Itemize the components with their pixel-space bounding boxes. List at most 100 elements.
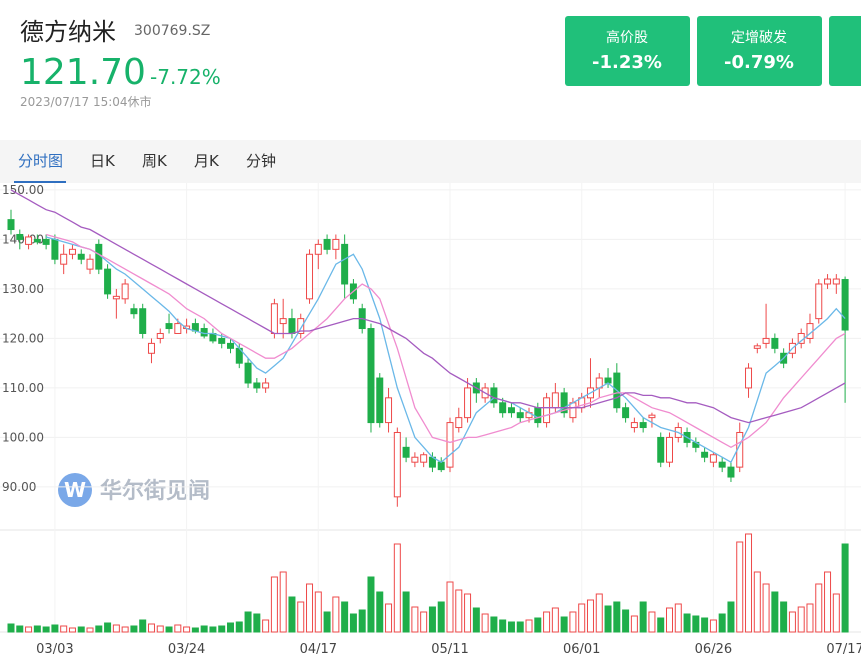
volume-bar bbox=[709, 619, 717, 633]
volume-bar bbox=[507, 621, 515, 633]
volume-bar bbox=[349, 613, 357, 633]
volume-bar bbox=[156, 625, 164, 633]
y-tick-label: 110.00 bbox=[2, 381, 44, 395]
candle-body bbox=[402, 446, 410, 458]
candle-body bbox=[112, 295, 120, 300]
candle-body bbox=[622, 407, 630, 419]
volume-bar bbox=[270, 576, 278, 633]
volume-bar bbox=[341, 601, 349, 633]
volume-bar bbox=[683, 613, 691, 633]
y-tick-label: 120.00 bbox=[2, 331, 44, 345]
candle-body bbox=[147, 342, 155, 354]
tab[interactable]: 周K bbox=[142, 152, 168, 170]
candle-body bbox=[420, 454, 428, 463]
tag-box[interactable] bbox=[697, 16, 822, 86]
volume-bar bbox=[472, 607, 480, 633]
candle-body bbox=[393, 431, 401, 498]
volume-bar bbox=[718, 613, 726, 633]
timestamp: 2023/07/17 15:04休市 bbox=[20, 94, 152, 109]
volume-bar bbox=[288, 596, 296, 633]
candle-body bbox=[139, 308, 147, 334]
volume-bar bbox=[7, 623, 15, 633]
volume-bar bbox=[745, 533, 753, 633]
volume-bar bbox=[481, 613, 489, 633]
tab[interactable]: 月K bbox=[194, 152, 220, 170]
volume-bar bbox=[200, 625, 208, 633]
volume-bar bbox=[130, 625, 138, 633]
volume-bar bbox=[209, 626, 217, 633]
y-tick-label: 90.00 bbox=[2, 480, 36, 494]
candle-body bbox=[762, 337, 770, 344]
candle-body bbox=[341, 243, 349, 285]
tag-value: -1.23% bbox=[592, 52, 662, 73]
volume-bar bbox=[446, 581, 454, 633]
candle-body bbox=[507, 407, 515, 414]
y-tick-label: 100.00 bbox=[2, 430, 44, 444]
tag-box[interactable] bbox=[829, 16, 861, 86]
volume-bar bbox=[762, 583, 770, 633]
volume-bar bbox=[235, 621, 243, 633]
volume-bar bbox=[25, 626, 33, 633]
candle-body bbox=[657, 436, 665, 463]
volume-bar bbox=[595, 593, 603, 633]
volume-bar bbox=[771, 591, 779, 633]
tab[interactable]: 分时图 bbox=[18, 152, 63, 170]
change: -7.72% bbox=[150, 65, 221, 89]
volume-bar bbox=[279, 571, 287, 633]
volume-bar bbox=[648, 611, 656, 633]
volume-bar bbox=[428, 606, 436, 633]
volume-bar bbox=[262, 619, 270, 633]
tab[interactable]: 日K bbox=[90, 152, 116, 170]
candle-body bbox=[60, 253, 68, 265]
tag-value: -0.79% bbox=[724, 52, 794, 73]
volume-bar bbox=[332, 596, 340, 633]
volume-bar bbox=[701, 617, 709, 633]
volume-bar bbox=[86, 627, 94, 633]
volume-bar bbox=[551, 607, 559, 633]
volume-bar bbox=[586, 599, 594, 633]
candle-body bbox=[332, 238, 340, 250]
volume-bar bbox=[139, 619, 147, 633]
volume-bar bbox=[42, 626, 50, 633]
y-tick-label: 150.00 bbox=[2, 183, 44, 197]
watermark-logo-letter: W bbox=[64, 478, 86, 502]
candle-body bbox=[86, 258, 94, 270]
tag-label: 高价股 bbox=[606, 29, 648, 46]
candle-body bbox=[25, 236, 33, 245]
candle-body bbox=[156, 332, 164, 339]
candle-body bbox=[630, 422, 638, 429]
candle-body bbox=[718, 461, 726, 468]
stock-name: 德方纳米 bbox=[20, 18, 116, 46]
volume-bar bbox=[613, 601, 621, 633]
volume-bar bbox=[51, 624, 59, 633]
volume-bar bbox=[534, 617, 542, 633]
ma-line bbox=[45, 233, 846, 449]
chart: 150.00140.00130.00120.00110.00100.0090.0… bbox=[0, 183, 861, 657]
x-tick-label: 03/03 bbox=[36, 642, 73, 657]
volume-bar bbox=[832, 593, 840, 633]
candle-body bbox=[253, 382, 261, 389]
candle-body bbox=[174, 323, 182, 334]
volume-bar bbox=[543, 611, 551, 633]
volume-bar bbox=[147, 623, 155, 633]
volume-bar bbox=[33, 625, 41, 633]
tag-box[interactable] bbox=[565, 16, 690, 86]
volume-bar bbox=[104, 622, 112, 633]
x-tick-label: 06/26 bbox=[695, 642, 732, 657]
candle-body bbox=[77, 253, 85, 260]
y-tick-label: 130.00 bbox=[2, 282, 44, 296]
volume-bar bbox=[464, 593, 472, 633]
candle-body bbox=[306, 253, 314, 300]
candle-body bbox=[464, 387, 472, 419]
candle-body bbox=[244, 362, 252, 384]
candle-body bbox=[367, 328, 375, 424]
volume-bar bbox=[490, 616, 498, 633]
volume-bar bbox=[437, 601, 445, 633]
candle-body bbox=[455, 417, 463, 429]
candle-body bbox=[130, 308, 138, 315]
volume-bar bbox=[218, 625, 226, 633]
volume-bar bbox=[736, 541, 744, 633]
tab[interactable]: 分钟 bbox=[246, 152, 276, 170]
volume-bar bbox=[420, 611, 428, 633]
candle-body bbox=[376, 377, 384, 424]
